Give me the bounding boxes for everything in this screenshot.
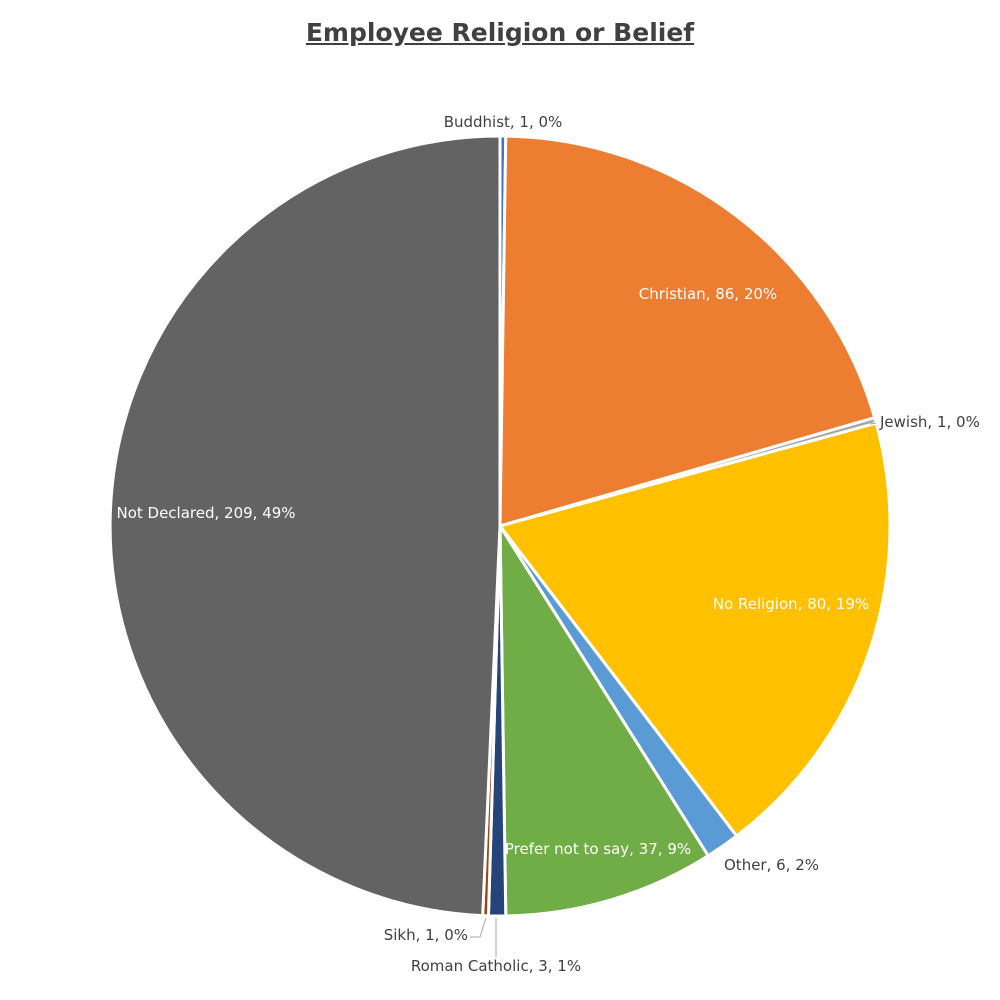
leader-line (869, 422, 877, 425)
data-label: Prefer not to say, 37, 9% (505, 840, 691, 858)
slice-labels: Buddhist, 1, 0% Christian, 86, 20% Jewish,… (116, 113, 979, 975)
pie-slices (108, 134, 892, 918)
pie-slice-christian (498, 134, 877, 528)
data-label: No Religion, 80, 19% (713, 595, 869, 613)
leader-line (470, 917, 487, 938)
leader-lines (470, 422, 877, 957)
data-label: Other, 6, 2% (724, 856, 819, 874)
pie-slice-prefer-not-to-say (498, 524, 710, 918)
data-label: Sikh, 1, 0% (384, 926, 468, 944)
data-label: Jewish, 1, 0% (879, 413, 980, 431)
data-label: Not Declared, 209, 49% (116, 504, 295, 522)
data-label: Christian, 86, 20% (639, 285, 777, 303)
data-label: Buddhist, 1, 0% (444, 113, 563, 131)
pie-slice-not-declared (108, 134, 502, 918)
chart-title: Employee Religion or Belief (305, 18, 695, 47)
pie-slice-no-religion (498, 421, 892, 838)
data-label: Roman Catholic, 3, 1% (411, 957, 581, 975)
